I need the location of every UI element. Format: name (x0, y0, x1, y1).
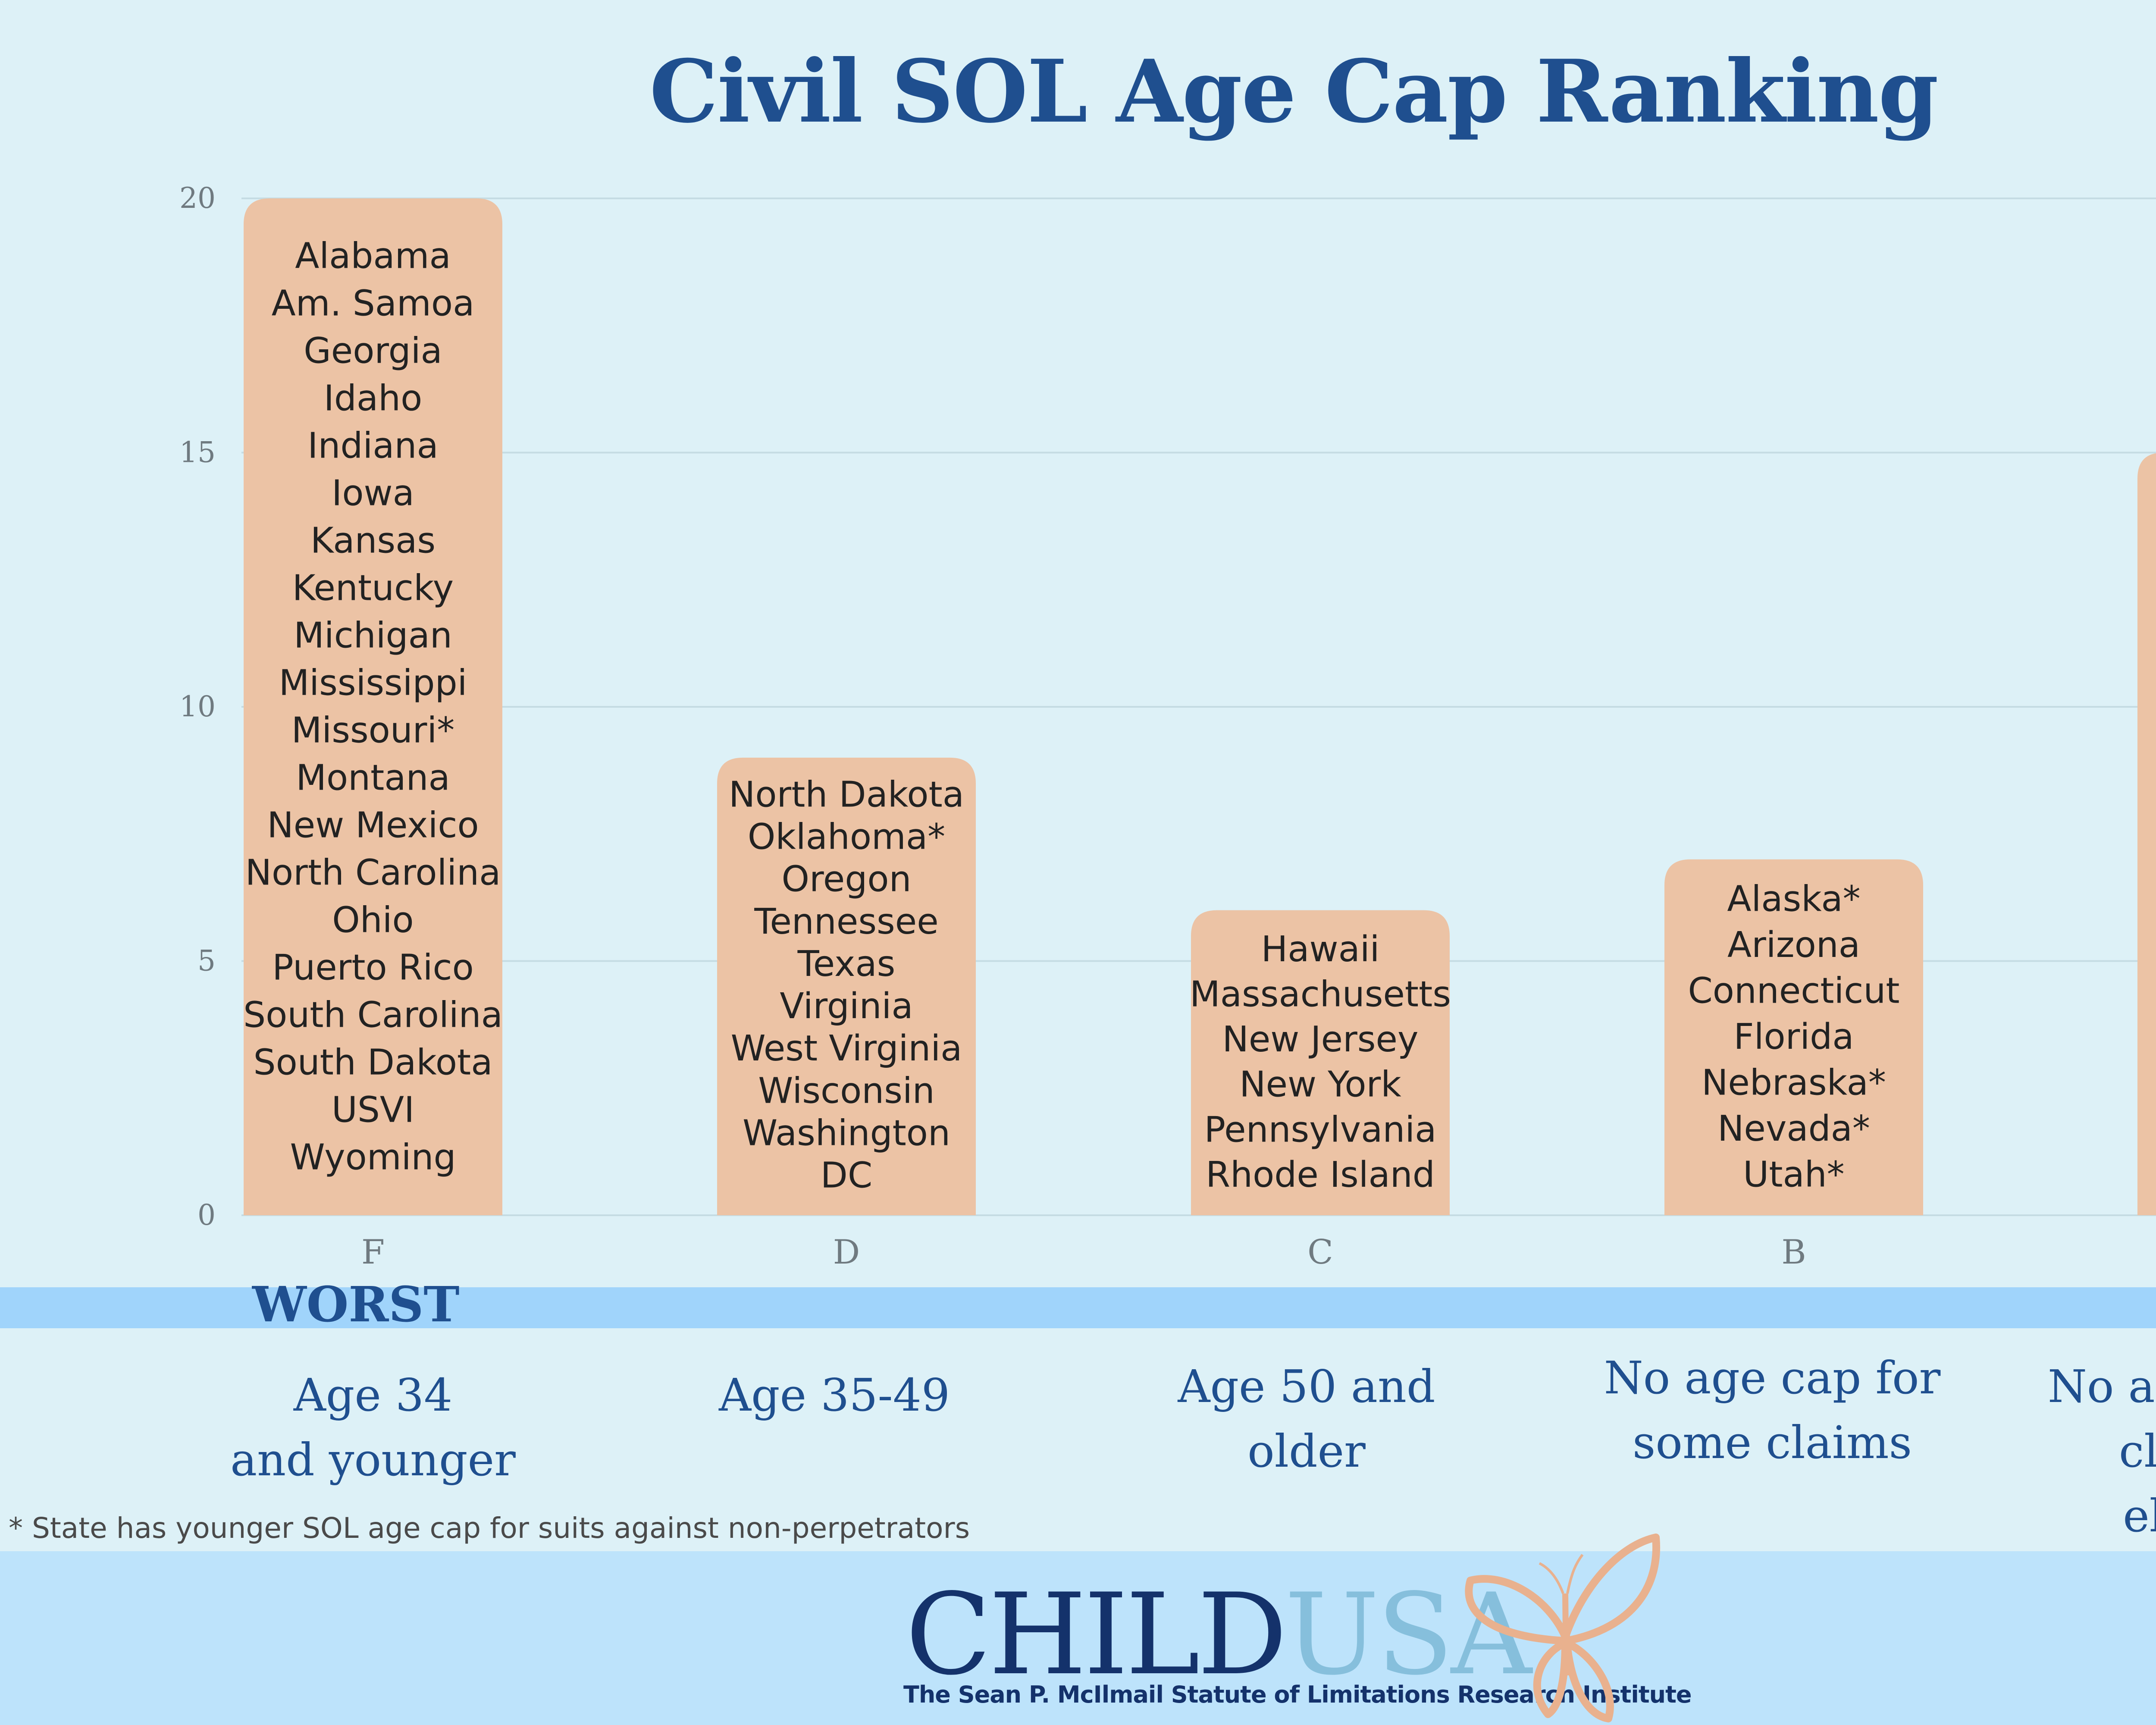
grade-description: Age 50 and older (1178, 1360, 1435, 1477)
bar-member-label: Michigan (294, 615, 452, 656)
bar-member-label: DC (821, 1155, 872, 1196)
bar-member-label: North Dakota (729, 774, 964, 815)
bar-member-label: Massachusetts (1190, 974, 1451, 1015)
y-axis-ticks: 0 5 10 15 20 (179, 182, 216, 1232)
bar-member-label: Nevada* (1717, 1108, 1870, 1149)
bar-member-label: Alabama (295, 236, 451, 277)
logo-child-text: CHILD (906, 1570, 1287, 1700)
grade-description: Age 34 and younger (230, 1369, 516, 1486)
butterfly-icon (1465, 1534, 1660, 1722)
bar-D (717, 757, 976, 1215)
x-axis-labels: FDCBA (361, 1233, 1806, 1272)
grade-description: No age cap for some claims (1604, 1352, 1941, 1469)
bar-member-label: Texas (797, 944, 896, 985)
bar-member-label: Wisconsin (758, 1070, 934, 1111)
bar-member-label: Nebraska* (1702, 1062, 1886, 1103)
bar-member-label: Hawaii (1261, 929, 1380, 970)
bar-member-label: New York (1239, 1064, 1401, 1105)
bar-member-label: Iowa (332, 473, 414, 514)
grade-description: No age cap for allclaims - fulleliminati… (2047, 1360, 2156, 1542)
bar-member-label: Montana (296, 758, 450, 799)
grade-description: Age 35-49 (718, 1369, 950, 1421)
bar-member-label: Florida (1734, 1016, 1854, 1057)
child-usa-logo: CHILDUSA (906, 1570, 1532, 1700)
bar-B (1664, 859, 1923, 1215)
worst-label: WORST (252, 1276, 460, 1333)
bar-member-label: Connecticut (1688, 970, 1899, 1011)
logo-usa-text: USA (1285, 1570, 1532, 1700)
bar-member-label: Kentucky (292, 568, 454, 609)
bar-member-label: Georgia (304, 331, 442, 372)
bar-member-label: South Carolina (243, 995, 503, 1036)
bar-member-label: Missouri* (291, 710, 455, 751)
x-tick-label: C (1307, 1233, 1333, 1272)
y-tick-label: 15 (179, 436, 216, 469)
bar-member-label: Indiana (307, 426, 438, 467)
bar-C (1191, 910, 1450, 1215)
bar-member-label: Wyoming (290, 1137, 456, 1178)
bar-member-label: Oklahoma* (748, 817, 945, 858)
y-tick-label: 20 (179, 182, 216, 215)
x-tick-label: F (361, 1233, 385, 1272)
bars: Alabama Am. Samoa Georgia Idaho Indiana Iowa K… (243, 198, 2156, 1215)
bar-member-label: New Mexico (267, 805, 479, 846)
bar-member-label: New Jersey (1222, 1019, 1419, 1060)
bar-member-label: Am. Samoa (272, 283, 475, 324)
bar-member-label: Utah* (1743, 1154, 1844, 1195)
footnote: * State has younger SOL age cap for suit… (9, 1512, 970, 1545)
progress-arrow (0, 1287, 2156, 1328)
x-tick-label: B (1781, 1233, 1806, 1272)
bar-member-label: Kansas (310, 521, 436, 561)
footer-band (0, 1551, 2156, 1725)
bar-member-label: Ohio (332, 900, 414, 941)
bar-member-label: Rhode Island (1206, 1154, 1435, 1195)
bar-member-label: Puerto Rico (272, 947, 474, 988)
bar-member-label: Alaska* (1727, 879, 1860, 920)
bar-member-label: Virginia (780, 986, 913, 1027)
bar-member-label: Mississippi (279, 663, 467, 704)
bar-F (244, 198, 502, 1215)
bar-member-label: Pennsylvania (1204, 1109, 1437, 1150)
y-tick-label: 0 (197, 1198, 216, 1232)
bar-member-label: Tennessee (754, 901, 938, 942)
bar-member-label: Washington (743, 1113, 950, 1154)
bar-member-label: Oregon (781, 859, 911, 900)
bar-member-label: North Carolina (245, 853, 501, 894)
y-tick-label: 10 (179, 690, 216, 723)
bar-A (2137, 453, 2156, 1215)
bar-member-label: USVI (332, 1090, 414, 1131)
bar-member-label: Arizona (1727, 925, 1860, 966)
bar-member-label: South Dakota (254, 1042, 493, 1083)
bar-member-label: West Virginia (731, 1028, 962, 1069)
x-tick-label: D (833, 1233, 860, 1272)
bar-member-label: Idaho (324, 378, 423, 419)
chart-title: Civil SOL Age Cap Ranking (649, 41, 1939, 142)
y-tick-label: 5 (197, 944, 216, 978)
